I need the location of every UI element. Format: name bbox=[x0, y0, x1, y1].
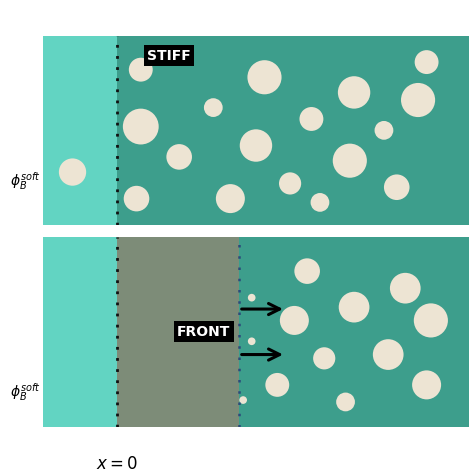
Ellipse shape bbox=[373, 339, 403, 370]
Ellipse shape bbox=[124, 186, 149, 211]
Ellipse shape bbox=[0, 110, 33, 151]
Ellipse shape bbox=[338, 76, 370, 109]
Bar bbox=[43, 36, 117, 225]
Ellipse shape bbox=[248, 294, 255, 301]
Ellipse shape bbox=[248, 337, 255, 345]
Ellipse shape bbox=[247, 60, 282, 94]
Ellipse shape bbox=[390, 273, 420, 303]
Text: $\phi_B^{soft}$: $\phi_B^{soft}$ bbox=[9, 170, 40, 192]
Ellipse shape bbox=[166, 144, 192, 170]
Ellipse shape bbox=[333, 144, 367, 178]
Ellipse shape bbox=[0, 54, 29, 86]
Ellipse shape bbox=[265, 373, 289, 397]
Ellipse shape bbox=[123, 109, 159, 145]
Text: FRONT: FRONT bbox=[177, 325, 230, 339]
Ellipse shape bbox=[0, 327, 33, 367]
Ellipse shape bbox=[313, 347, 335, 369]
Ellipse shape bbox=[415, 50, 438, 74]
Ellipse shape bbox=[310, 193, 329, 212]
Ellipse shape bbox=[239, 396, 247, 404]
Ellipse shape bbox=[384, 174, 410, 200]
Bar bbox=[117, 237, 239, 427]
Ellipse shape bbox=[339, 292, 369, 322]
Bar bbox=[117, 36, 469, 225]
Ellipse shape bbox=[0, 261, 31, 297]
Ellipse shape bbox=[216, 184, 245, 213]
Bar bbox=[43, 237, 117, 427]
Ellipse shape bbox=[294, 258, 320, 284]
Ellipse shape bbox=[401, 83, 435, 117]
Text: $\phi_B^{soft}$: $\phi_B^{soft}$ bbox=[9, 381, 40, 403]
Ellipse shape bbox=[204, 98, 223, 117]
Ellipse shape bbox=[374, 121, 393, 140]
Ellipse shape bbox=[336, 392, 355, 411]
Text: STIFF: STIFF bbox=[147, 49, 191, 63]
Bar bbox=[239, 237, 469, 427]
Ellipse shape bbox=[129, 58, 153, 82]
Ellipse shape bbox=[279, 173, 301, 194]
Text: $x = 0$: $x = 0$ bbox=[96, 455, 138, 473]
Ellipse shape bbox=[59, 158, 86, 186]
Ellipse shape bbox=[240, 129, 272, 162]
Ellipse shape bbox=[412, 370, 441, 400]
Ellipse shape bbox=[280, 306, 309, 335]
Ellipse shape bbox=[300, 107, 323, 131]
Ellipse shape bbox=[414, 303, 448, 337]
